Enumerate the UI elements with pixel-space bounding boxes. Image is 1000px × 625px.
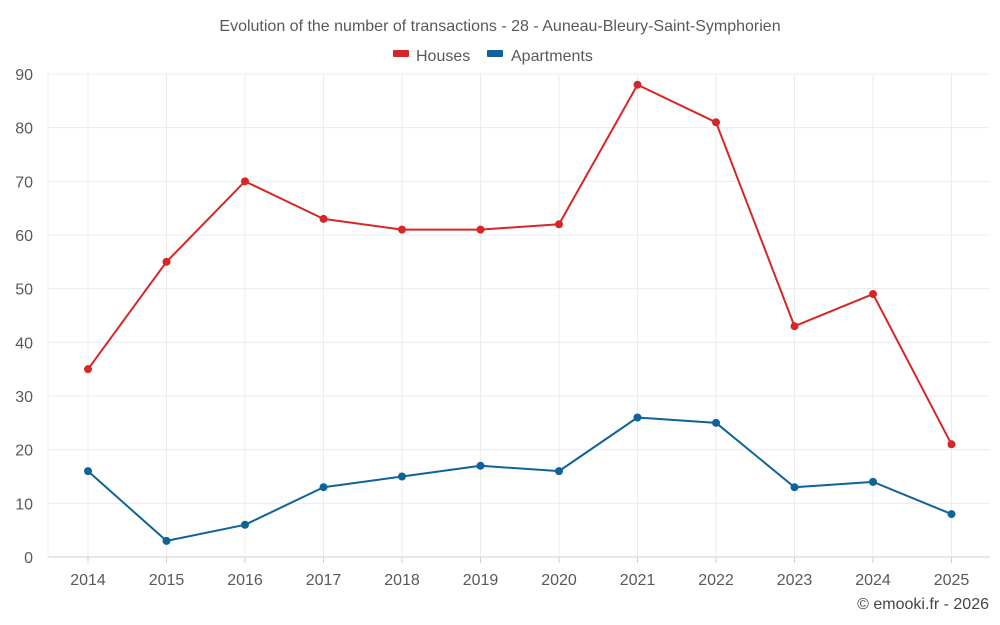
legend-label-houses: Houses [416,48,470,65]
data-point-houses-2016[interactable] [241,177,249,186]
y-tick-label: 0 [24,550,33,567]
data-point-apartments-2023[interactable] [790,483,799,492]
x-tick-label: 2025 [934,572,970,589]
credit-text: © emooki.fr - 2026 [857,596,989,613]
series-apartments [84,413,956,545]
y-axis: 0 10 20 30 40 50 60 70 80 90 [15,67,33,567]
data-point-houses-2024[interactable] [869,290,877,299]
data-point-houses-2020[interactable] [555,220,563,229]
legend-swatch-apartments [487,50,503,57]
x-tick-label: 2014 [70,572,106,589]
data-point-apartments-2024[interactable] [869,477,877,486]
series-houses [84,80,956,449]
x-tick-label: 2016 [227,572,263,589]
y-tick-label: 70 [15,174,33,191]
x-tick-label: 2017 [306,572,342,589]
data-point-apartments-2021[interactable] [633,413,642,422]
y-tick-label: 80 [15,121,33,138]
series-line-apartments [87,416,952,542]
y-tick-label: 90 [15,67,33,84]
data-point-houses-2023[interactable] [790,322,799,331]
data-point-apartments-2022[interactable] [712,418,720,427]
data-point-apartments-2019[interactable] [476,461,485,470]
legend-item-apartments[interactable]: Apartments [487,48,593,65]
y-tick-label: 30 [15,389,33,406]
legend: Houses Apartments [393,48,593,65]
x-axis: 2014 2015 2016 2017 2018 2019 2020 2021 2022 2023… [70,572,969,589]
y-tick-label: 10 [15,496,33,513]
series-line-houses [87,83,953,445]
y-tick-label: 20 [15,443,33,460]
data-point-houses-2018[interactable] [398,225,406,234]
data-point-apartments-2016[interactable] [241,520,249,529]
data-point-houses-2014[interactable] [84,365,92,374]
data-point-apartments-2018[interactable] [398,472,406,481]
x-tick-label: 2024 [855,572,891,589]
data-point-houses-2021[interactable] [633,80,642,89]
grid [47,73,990,563]
y-tick-label: 60 [15,228,33,245]
data-point-apartments-2014[interactable] [84,467,92,476]
x-tick-label: 2019 [463,572,499,589]
data-point-houses-2019[interactable] [476,225,485,234]
data-point-apartments-2025[interactable] [947,510,956,519]
x-tick-label: 2023 [777,572,813,589]
y-tick-label: 40 [15,335,33,352]
series-layer [84,80,956,545]
data-point-houses-2025[interactable] [947,440,956,449]
y-tick-label: 50 [15,282,33,299]
x-tick-label: 2015 [149,572,185,589]
data-point-apartments-2015[interactable] [162,536,171,545]
data-point-houses-2022[interactable] [712,118,720,127]
legend-label-apartments: Apartments [511,48,593,65]
legend-swatch-houses [393,50,409,57]
data-point-apartments-2017[interactable] [319,483,328,492]
x-tick-label: 2021 [620,572,656,589]
legend-item-houses[interactable]: Houses [393,48,470,65]
chart-title: Evolution of the number of transactions … [219,18,780,35]
data-point-houses-2015[interactable] [162,257,171,266]
data-point-apartments-2020[interactable] [555,467,563,476]
data-point-houses-2017[interactable] [319,214,328,223]
x-tick-label: 2022 [698,572,734,589]
x-tick-label: 2020 [541,572,577,589]
x-tick-label: 2018 [384,572,420,589]
